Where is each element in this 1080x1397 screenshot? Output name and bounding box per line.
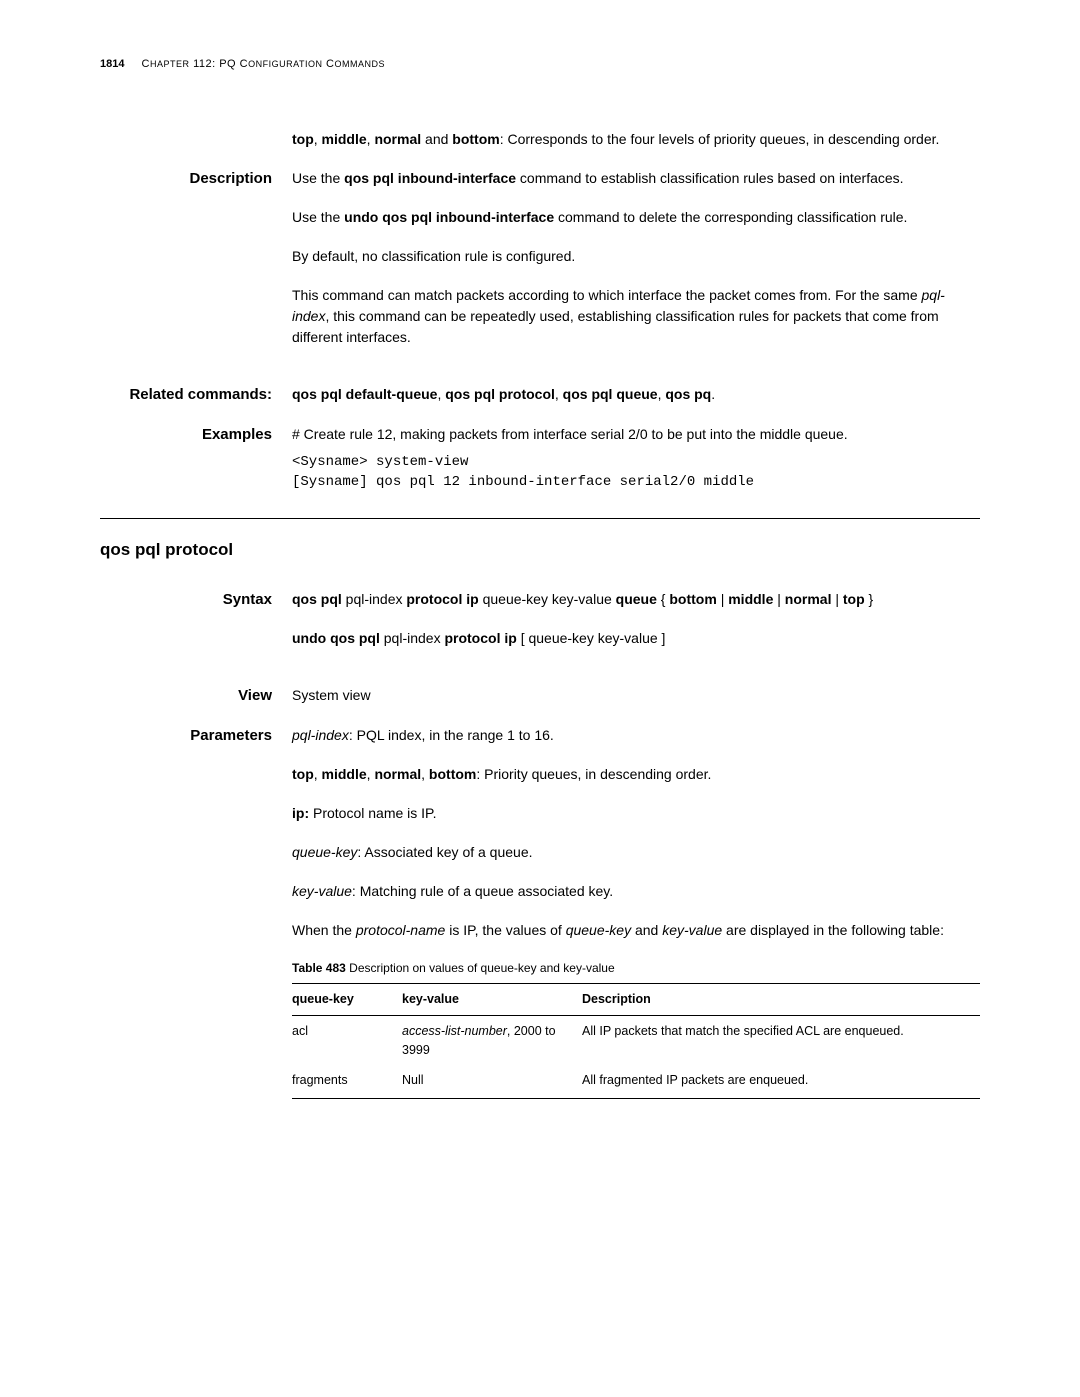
param-p6: When the protocol-name is IP, the values… (292, 920, 980, 941)
cell-queue-key: acl (292, 1015, 402, 1065)
syntax-row: Syntax qos pql pql-index protocol ip que… (100, 589, 980, 667)
examples-row: Examples # Create rule 12, making packet… (100, 424, 980, 492)
examples-text: # Create rule 12, making packets from in… (292, 424, 980, 445)
queue-key-table: queue-key key-value Description acl acce… (292, 983, 980, 1099)
th-key-value: key-value (402, 984, 582, 1016)
description-p3: By default, no classification rule is co… (292, 246, 980, 267)
section-heading: qos pql protocol (100, 537, 980, 563)
view-text: System view (292, 685, 980, 708)
description-p4: This command can match packets according… (292, 285, 980, 348)
page-number: 1814 (100, 58, 124, 70)
syntax-line1: qos pql pql-index protocol ip queue-key … (292, 589, 980, 610)
parameters-row: Parameters pql-index: PQL index, in the … (100, 725, 980, 1099)
table-row: acl access-list-number, 2000 to 3999 All… (292, 1015, 980, 1065)
description-p1: Use the qos pql inbound-interface comman… (292, 168, 980, 189)
parameters-label: Parameters (100, 725, 292, 1099)
related-content: qos pql default-queue, qos pql protocol,… (292, 384, 980, 407)
page-header: 1814 CHAPTER 112: PQ CONFIGURATION COMMA… (100, 56, 980, 73)
param-p4: queue-key: Associated key of a queue. (292, 842, 980, 863)
top-paragraph: top, middle, normal and bottom: Correspo… (292, 129, 980, 150)
syntax-label: Syntax (100, 589, 292, 667)
cell-description: All IP packets that match the specified … (582, 1015, 980, 1065)
top-paragraph-row: top, middle, normal and bottom: Correspo… (100, 129, 980, 150)
table-header-row: queue-key key-value Description (292, 984, 980, 1016)
section-divider (100, 518, 980, 519)
syntax-line2: undo qos pql pql-index protocol ip [ que… (292, 628, 980, 649)
cell-queue-key: fragments (292, 1065, 402, 1098)
view-label: View (100, 685, 292, 708)
th-description: Description (582, 984, 980, 1016)
related-label: Related commands: (100, 384, 292, 407)
param-p1: pql-index: PQL index, in the range 1 to … (292, 725, 980, 746)
cell-key-value: Null (402, 1065, 582, 1098)
description-label: Description (100, 168, 292, 366)
description-p2: Use the undo qos pql inbound-interface c… (292, 207, 980, 228)
cell-description: All fragmented IP packets are enqueued. (582, 1065, 980, 1098)
cell-key-value: access-list-number, 2000 to 3999 (402, 1015, 582, 1065)
param-p3: ip: Protocol name is IP. (292, 803, 980, 824)
chapter-title: CHAPTER 112: PQ CONFIGURATION COMMANDS (142, 58, 385, 70)
th-queue-key: queue-key (292, 984, 402, 1016)
description-row: Description Use the qos pql inbound-inte… (100, 168, 980, 366)
examples-label: Examples (100, 424, 292, 492)
param-p5: key-value: Matching rule of a queue asso… (292, 881, 980, 902)
param-p2: top, middle, normal, bottom: Priority qu… (292, 764, 980, 785)
related-commands-row: Related commands: qos pql default-queue,… (100, 384, 980, 407)
examples-code: <Sysname> system-view [Sysname] qos pql … (292, 453, 980, 492)
table-row: fragments Null All fragmented IP packets… (292, 1065, 980, 1098)
table-title: Table 483 Description on values of queue… (292, 959, 980, 977)
view-row: View System view (100, 685, 980, 708)
